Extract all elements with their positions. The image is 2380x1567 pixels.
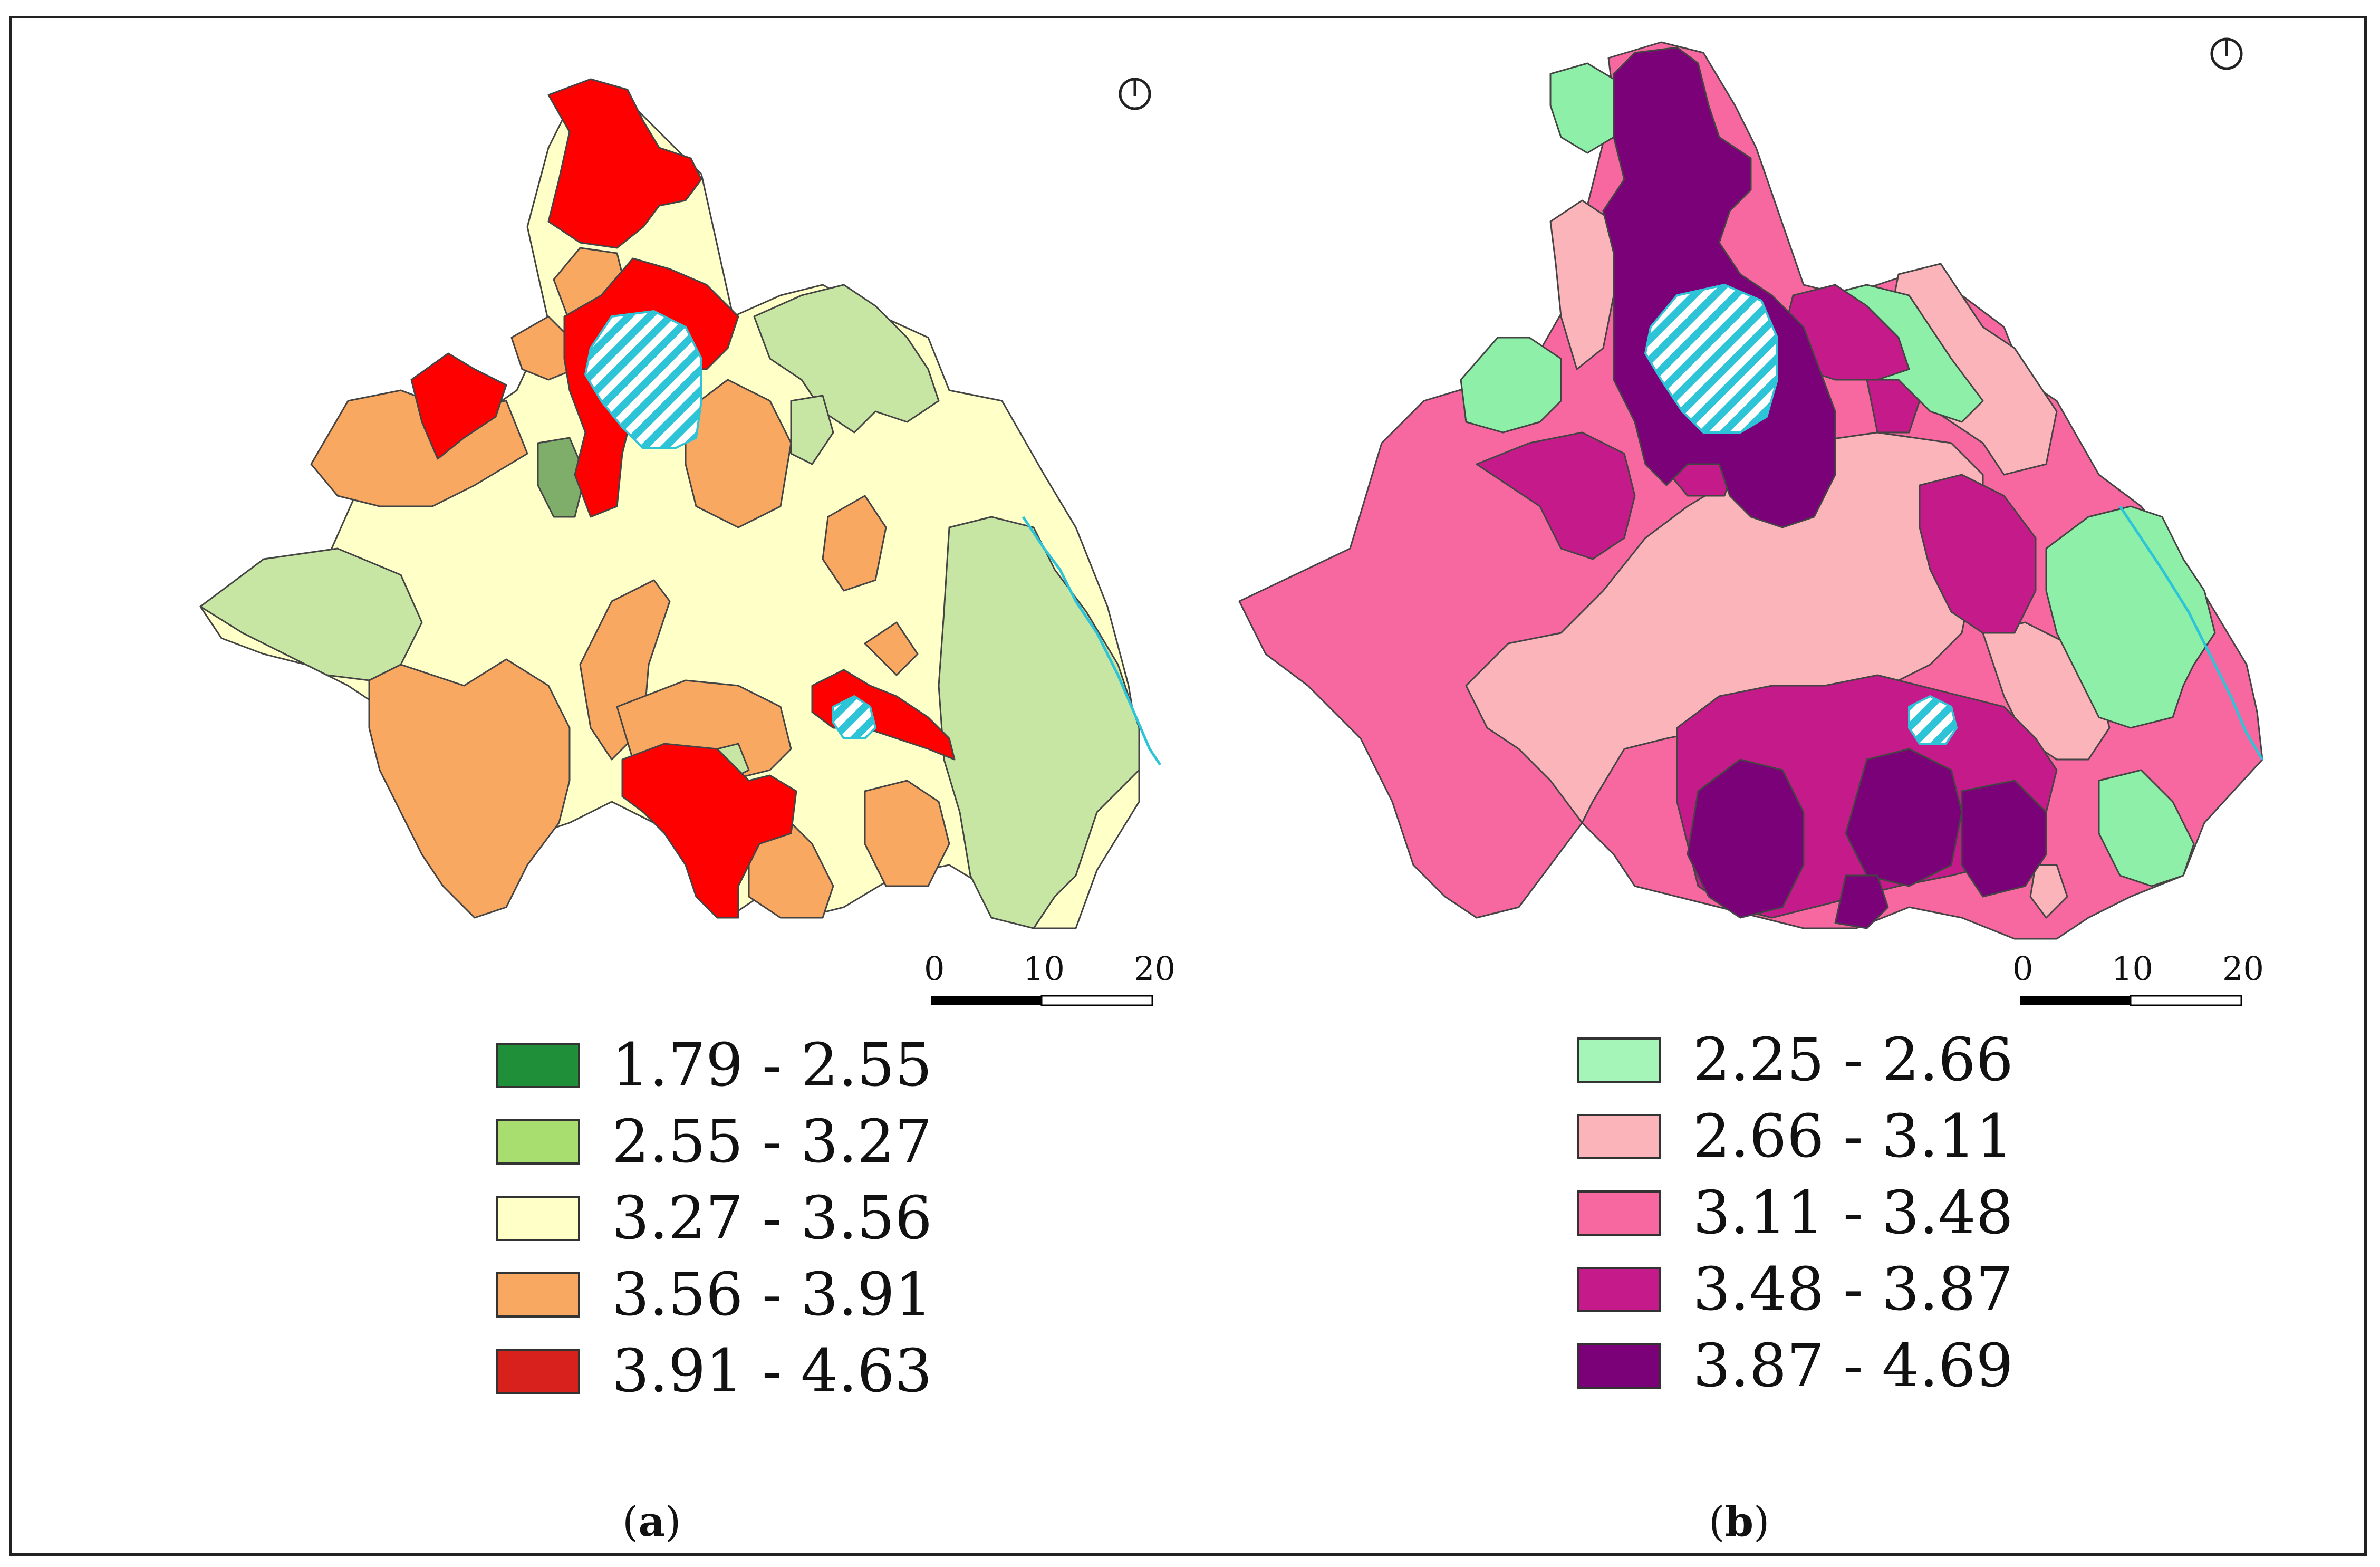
legend-swatch xyxy=(496,1349,580,1394)
legend-swatch xyxy=(1577,1114,1661,1159)
map-a-legend-item: 2.55 - 3.27 xyxy=(496,1108,932,1176)
map-a-region-east-red xyxy=(811,669,956,761)
map-a-legend-item: 3.91 - 4.63 xyxy=(496,1337,932,1406)
legend-label: 3.48 - 3.87 xyxy=(1693,1255,2013,1324)
map-b-region-s-lightpink xyxy=(2029,864,2068,919)
map-a-region-sw-orange xyxy=(368,658,571,919)
map-b-region-se-mint xyxy=(2098,769,2195,887)
map-a-legend-item: 3.56 - 3.91 xyxy=(496,1261,932,1329)
map-a-region-ne-green xyxy=(753,284,940,434)
map-a-region-south-red xyxy=(621,743,797,919)
map-b-scale-bar xyxy=(2020,995,2242,1006)
panel-a-caption: (a) xyxy=(622,1498,681,1546)
panel-b-caption-letter: b xyxy=(1724,1498,1753,1546)
legend-label: 3.11 - 3.48 xyxy=(1693,1179,2013,1247)
legend-label: 2.55 - 3.27 xyxy=(612,1108,932,1176)
map-a-legend-item: 3.27 - 3.56 xyxy=(496,1184,932,1253)
map-b-legend-item: 3.87 - 4.69 xyxy=(1577,1332,2013,1400)
map-b-region-ne-magenta-2 xyxy=(1866,379,1921,434)
map-b-lake-small xyxy=(1908,695,1958,745)
map-b-legend-item: 2.66 - 3.11 xyxy=(1577,1102,2013,1171)
legend-swatch xyxy=(1577,1343,1661,1389)
map-b-region-w-mint xyxy=(1460,337,1562,434)
panel-b-caption: (b) xyxy=(1709,1498,1770,1546)
map-b-region-central-lightpink xyxy=(1465,431,1984,824)
legend-label: 3.91 - 4.63 xyxy=(612,1337,932,1406)
map-a-choropleth xyxy=(199,78,1162,929)
map-b-scale-tick-0: 0 xyxy=(2012,949,2034,988)
map-b-region-e-magenta xyxy=(1919,474,2037,634)
map-b-scale-tick-10: 10 xyxy=(2112,949,2153,988)
legend-label: 2.66 - 3.11 xyxy=(1693,1102,2013,1171)
map-b-region-s-purple xyxy=(1687,758,1805,919)
map-a-region-dark-green xyxy=(537,437,586,518)
map-a-region-east-orange xyxy=(685,379,792,528)
map-a-region-west-red xyxy=(410,352,507,460)
figure-frame xyxy=(9,16,2367,1556)
legend-swatch xyxy=(496,1272,580,1318)
legend-label: 1.79 - 2.55 xyxy=(612,1031,932,1100)
map-b-region-w-magenta xyxy=(1476,431,1636,560)
map-b-north-arrow-icon xyxy=(2210,37,2243,70)
map-b-region-s-purple-3 xyxy=(1961,780,2047,898)
map-b-region-s-purple-2 xyxy=(1845,748,1963,887)
map-b-legend-item: 3.48 - 3.87 xyxy=(1577,1255,2013,1324)
legend-label: 2.25 - 2.66 xyxy=(1693,1026,2013,1094)
map-b-river xyxy=(2118,505,2264,761)
legend-swatch xyxy=(496,1043,580,1088)
map-a-scale-tick-0: 0 xyxy=(924,949,945,988)
map-a-lake-large xyxy=(584,310,702,449)
map-a-scale-tick-20: 20 xyxy=(1134,949,1175,988)
map-a-region-east-green xyxy=(938,516,1140,929)
map-a-river xyxy=(1022,516,1162,766)
legend-label: 3.87 - 4.69 xyxy=(1693,1332,2013,1400)
map-a-region-east-orange-2 xyxy=(864,621,919,676)
map-a-legend-item: 1.79 - 2.55 xyxy=(496,1031,932,1100)
map-b-lake-large xyxy=(1644,284,1778,434)
legend-swatch xyxy=(1577,1190,1661,1236)
map-a-scale-bar xyxy=(931,995,1153,1006)
map-b-choropleth xyxy=(1238,41,2264,940)
map-a-scale-tick-10: 10 xyxy=(1023,949,1065,988)
legend-label: 3.27 - 3.56 xyxy=(612,1184,932,1253)
map-a-north-arrow-icon xyxy=(1119,78,1151,110)
legend-swatch xyxy=(1577,1267,1661,1312)
map-b-region-e-mint xyxy=(2045,505,2216,729)
legend-swatch xyxy=(496,1119,580,1165)
panel-a-caption-letter: a xyxy=(638,1498,665,1546)
map-b-scale-tick-20: 20 xyxy=(2222,949,2264,988)
map-a-lake-small xyxy=(832,695,876,739)
map-a-region-se-orange-2 xyxy=(864,780,950,887)
map-b-legend-item: 3.11 - 3.48 xyxy=(1577,1179,2013,1247)
legend-swatch xyxy=(496,1196,580,1241)
map-a-region-mid-orange xyxy=(822,495,887,592)
map-b-legend-item: 2.25 - 2.66 xyxy=(1577,1026,2013,1094)
legend-label: 3.56 - 3.91 xyxy=(612,1261,932,1329)
map-a-region-central-orange xyxy=(579,579,671,761)
map-a-region-ne-green-2 xyxy=(790,395,834,465)
legend-swatch xyxy=(1577,1037,1661,1083)
map-b-region-north-lightpink xyxy=(1549,199,1615,370)
map-b-region-s-purple-4 xyxy=(1834,874,1889,929)
map-a-region-north-red xyxy=(547,78,702,249)
